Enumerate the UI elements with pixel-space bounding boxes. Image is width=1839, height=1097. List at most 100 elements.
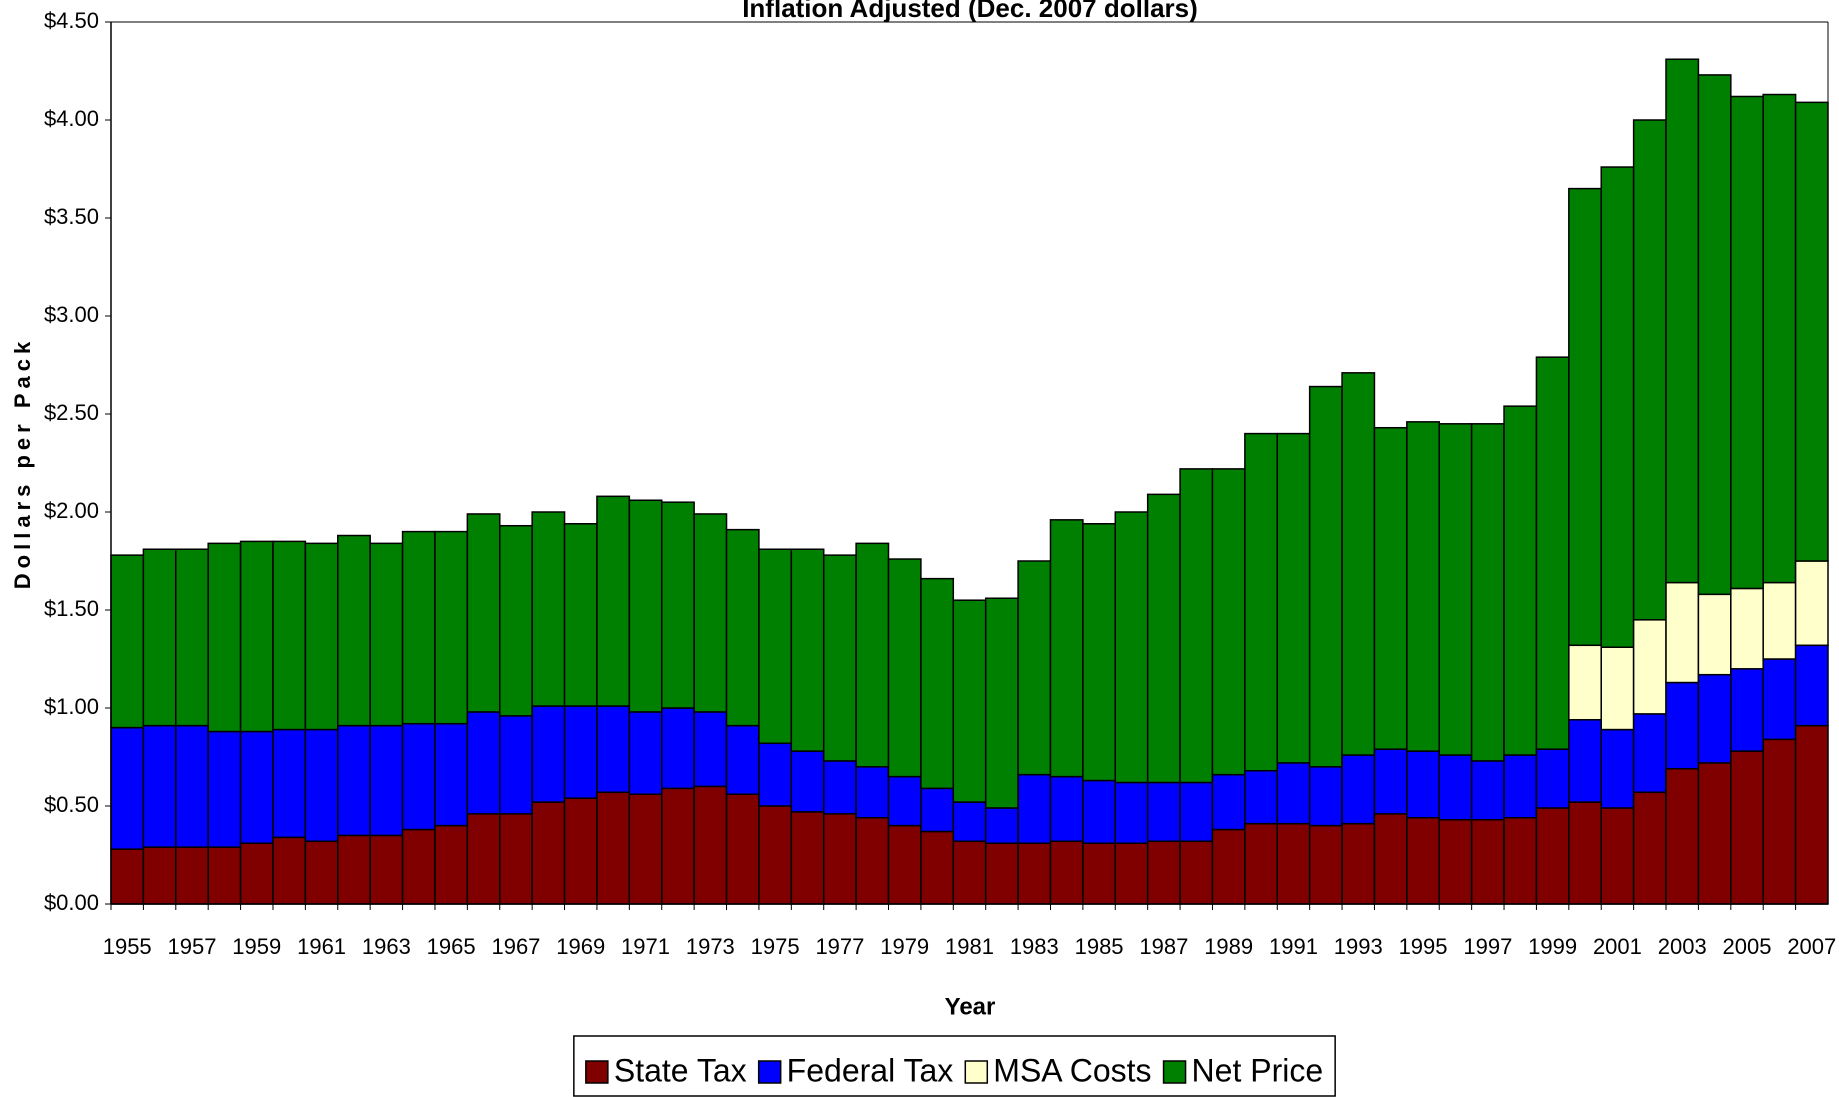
bar-segment [1762, 738, 1797, 905]
bar-segment [1665, 768, 1700, 905]
bar-segment [1341, 754, 1376, 825]
bar-segment [1179, 468, 1214, 784]
bar-segment [175, 548, 209, 727]
bar-segment [1049, 775, 1084, 843]
x-tick-label: 1969 [556, 934, 605, 959]
bar-segment [272, 836, 307, 905]
bar-segment [1503, 754, 1538, 819]
bar-segment [1632, 713, 1667, 794]
bar-segment [337, 724, 371, 837]
bar-segment [1341, 822, 1376, 905]
bar-segment [1568, 644, 1602, 721]
bar-segment [1406, 421, 1440, 752]
bar-segment [1600, 807, 1635, 905]
bar-segment [1114, 842, 1149, 905]
bar-segment [1082, 779, 1117, 844]
bar-segment [855, 817, 890, 905]
bar-segment [790, 750, 825, 813]
bar-segment [822, 813, 857, 905]
x-tick-label: 1967 [491, 934, 540, 959]
bar-segment [1049, 840, 1084, 905]
bar-segment [1535, 356, 1570, 750]
bar-segment [434, 722, 469, 827]
bar-segment [531, 511, 566, 707]
x-tick-label: 1971 [621, 934, 670, 959]
bar-segment [1697, 74, 1732, 596]
bar-segment [337, 534, 371, 727]
bar-segment [1146, 840, 1181, 905]
bar-segment [1503, 817, 1538, 905]
bar-segment [1373, 748, 1408, 815]
x-tick-label: 1957 [168, 934, 217, 959]
bar-segment [758, 805, 793, 905]
bar-segment [142, 548, 177, 727]
bar-segment [1276, 432, 1311, 764]
bar-segment [790, 811, 825, 905]
bar-segment [920, 787, 955, 833]
bar-segment [920, 830, 955, 905]
y-tick-label: $3.50 [44, 204, 99, 229]
bar-segment [207, 846, 242, 905]
bar-segment [304, 542, 339, 731]
legend-swatch [757, 1060, 782, 1084]
bar-segment [1730, 95, 1764, 590]
legend-swatch [1162, 1060, 1187, 1084]
bar-segment [1600, 166, 1635, 648]
x-tick-label: 1959 [232, 934, 281, 959]
bar-segment [1211, 773, 1246, 831]
bar-segment [596, 705, 631, 794]
bar-segment [1665, 681, 1700, 770]
x-tick-label: 1979 [880, 934, 929, 959]
bar-segment [1179, 781, 1214, 843]
x-tick-label: 1955 [103, 934, 152, 959]
bar-segment [1697, 673, 1732, 764]
x-tick-label: 1997 [1463, 934, 1512, 959]
bar-segment [1535, 748, 1570, 809]
x-tick-label: 1963 [362, 934, 411, 959]
bar-segment [1568, 187, 1602, 647]
bar-segment [110, 554, 145, 729]
bar-segment [110, 848, 145, 905]
bar-segment [952, 801, 987, 843]
y-axis-label: Dollars per Pack [10, 337, 35, 589]
bar-segment [1082, 842, 1117, 905]
bar-segment [984, 807, 1019, 844]
x-tick-label: 1973 [686, 934, 735, 959]
bar-segment [1568, 719, 1602, 803]
bar-segment [369, 542, 404, 727]
bar-segment [1438, 423, 1473, 756]
bar-segment [563, 797, 598, 905]
bar-segment [660, 787, 695, 905]
bar-segment [1244, 822, 1279, 905]
bar-segment [1438, 754, 1473, 821]
bar-segment [110, 726, 145, 850]
legend-label: MSA Costs [993, 1052, 1151, 1088]
bar-segment [499, 813, 533, 905]
bar-segment [984, 842, 1019, 905]
bar-segment [1665, 581, 1700, 684]
bar-segment [142, 724, 177, 848]
bar-segment [1406, 817, 1440, 905]
bar-segment [1308, 824, 1343, 905]
bar-segment [466, 711, 501, 815]
bar-segment [628, 711, 663, 795]
bar-segment [628, 793, 663, 905]
bar-segment [1017, 842, 1052, 905]
bar-segment [1470, 423, 1505, 762]
bar-segment [984, 597, 1019, 809]
x-tick-label: 1983 [1010, 934, 1059, 959]
bar-segment [1276, 762, 1311, 825]
bar-segment [1794, 560, 1829, 647]
bar-segment [1632, 791, 1667, 905]
bar-segment [1600, 646, 1635, 731]
bar-segment [434, 824, 469, 905]
bar-segment [1762, 93, 1797, 584]
bar-segment [272, 540, 307, 731]
bar-segment [563, 523, 598, 707]
bar-segment [758, 548, 793, 745]
bar-segment [1730, 587, 1764, 670]
bar-segment [1373, 426, 1408, 750]
x-tick-label: 2001 [1593, 934, 1642, 959]
bar-segment [401, 722, 436, 831]
y-tick-label: $0.00 [44, 890, 99, 915]
